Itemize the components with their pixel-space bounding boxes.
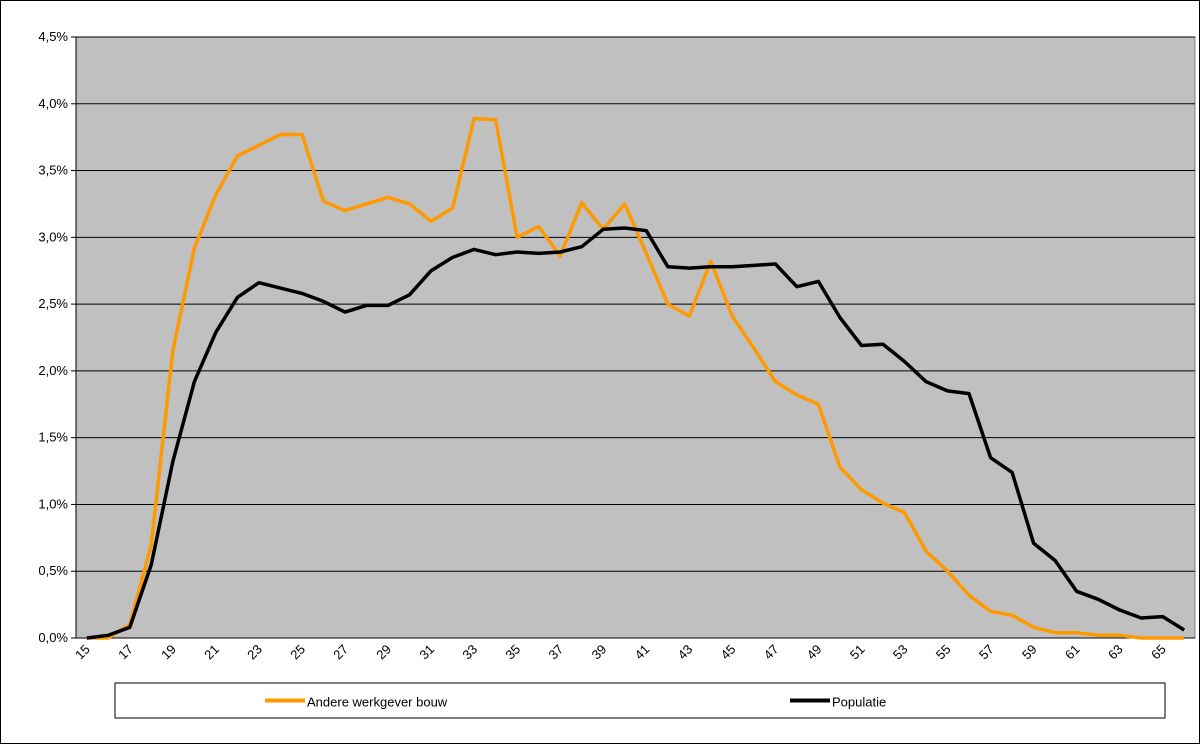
- y-tick-label: 1,5%: [38, 430, 68, 445]
- y-tick-label: 3,5%: [38, 163, 68, 178]
- y-tick-label: 4,0%: [38, 96, 68, 111]
- y-tick-label: 4,5%: [38, 29, 68, 44]
- plot-area: [75, 36, 1196, 639]
- series-line: [86, 226, 1186, 640]
- y-tick-label: 0,5%: [38, 563, 68, 578]
- y-tick-label: 1,0%: [38, 496, 68, 511]
- y-tick-label: 2,5%: [38, 296, 68, 311]
- y-tick-label: 2,0%: [38, 363, 68, 378]
- y-tick-label: 0,0%: [38, 630, 68, 645]
- legend-label: Andere werkgever bouw: [307, 695, 448, 710]
- y-tick-label: 3,0%: [38, 229, 68, 244]
- legend-label: Populatie: [832, 695, 886, 710]
